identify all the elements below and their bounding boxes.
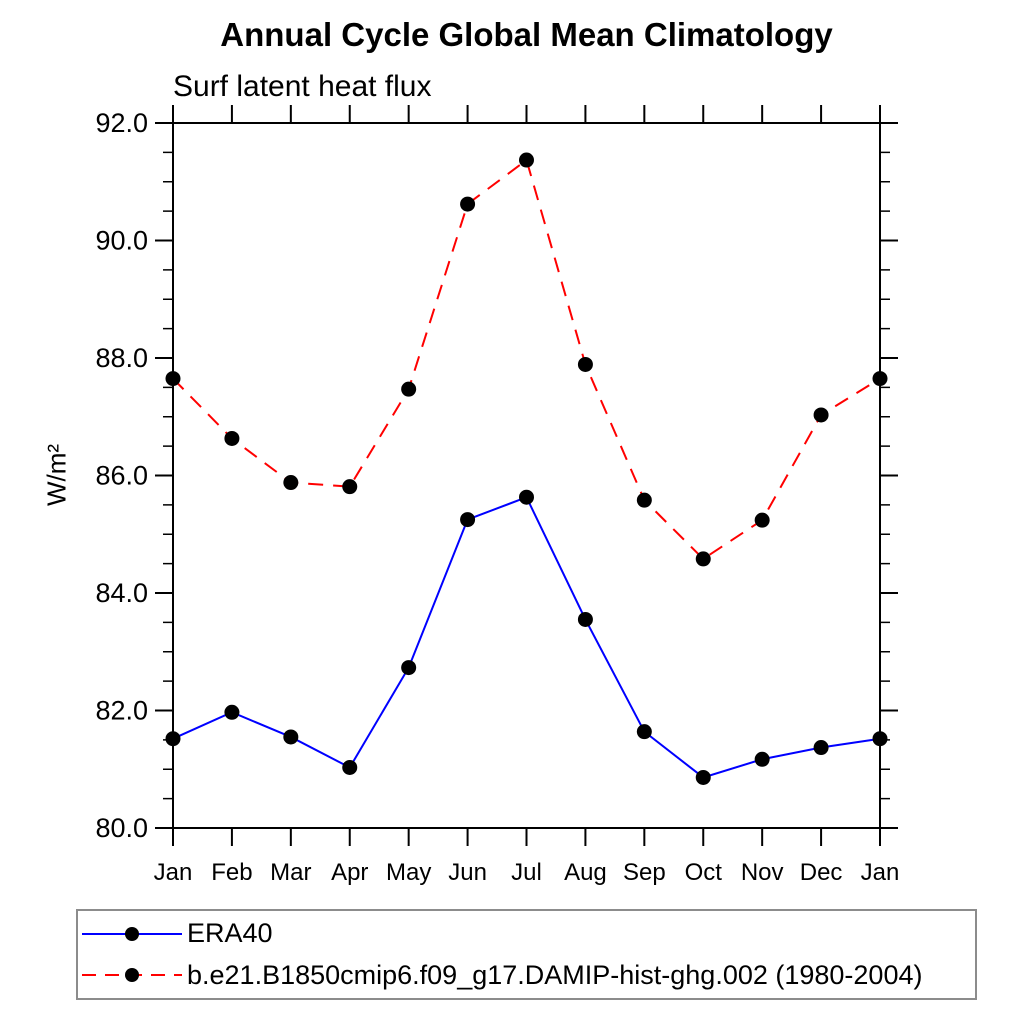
x-axis-label: Sep — [623, 859, 666, 886]
legend-marker-dot-icon — [125, 926, 139, 941]
legend-label-damip-hist-ghg: b.e21.B1850cmip6.f09_g17.DAMIP-hist-ghg.… — [187, 959, 923, 990]
data-point-marker — [224, 430, 240, 446]
data-point-marker — [401, 660, 417, 676]
x-axis-label: Jan — [154, 859, 193, 886]
legend-marker-dot-icon — [125, 968, 139, 983]
data-point-marker — [636, 492, 652, 508]
x-axis-label: Aug — [564, 859, 607, 886]
data-point-marker — [342, 479, 358, 495]
y-axis-label: 82.0 — [95, 696, 148, 726]
legend-line-sample-dashed — [82, 968, 182, 983]
data-point-marker — [165, 731, 181, 747]
x-axis-label: Jul — [511, 859, 542, 886]
legend-label-era40: ERA40 — [187, 918, 273, 949]
data-point-marker — [872, 371, 888, 387]
data-point-marker — [460, 196, 476, 212]
legend-item-damip-hist-ghg: b.e21.B1850cmip6.f09_g17.DAMIP-hist-ghg.… — [78, 955, 975, 995]
x-axis-label: Mar — [270, 859, 311, 886]
y-axis-label: 84.0 — [95, 578, 148, 608]
x-axis-label: Jan — [861, 859, 900, 886]
legend: ERA40 b.e21.B1850cmip6.f09_g17.DAMIP-his… — [76, 909, 977, 1000]
x-axis-label: Oct — [685, 859, 723, 886]
data-point-marker — [695, 769, 711, 785]
series-line-era40 — [172, 495, 881, 779]
data-point-marker — [636, 724, 652, 740]
data-point-marker — [754, 751, 770, 767]
y-axis-label: 90.0 — [95, 226, 148, 256]
data-point-marker — [224, 704, 240, 720]
data-point-marker — [813, 407, 829, 423]
x-axis-label: Dec — [800, 859, 843, 886]
x-axis-label: Feb — [211, 859, 252, 886]
x-axis-label: May — [386, 859, 431, 886]
data-point-marker — [519, 152, 534, 168]
data-point-marker — [872, 731, 888, 747]
data-point-marker — [401, 381, 417, 397]
x-axis-label: Nov — [741, 859, 784, 886]
plot-frame — [172, 122, 881, 829]
data-point-marker — [519, 489, 534, 505]
data-point-marker — [342, 759, 358, 775]
y-axis-label: 88.0 — [95, 343, 148, 373]
data-point-marker — [695, 551, 711, 567]
data-point-marker — [283, 475, 299, 491]
x-axis-label: Jun — [448, 859, 487, 886]
legend-item-era40: ERA40 — [78, 914, 975, 954]
x-axis-label: Apr — [331, 859, 368, 886]
data-point-marker — [813, 740, 829, 756]
legend-line-sample-solid — [82, 926, 182, 941]
chart-title: Annual Cycle Global Mean Climatology — [220, 16, 833, 53]
data-point-marker — [577, 611, 593, 627]
data-point-marker — [577, 356, 593, 372]
data-point-marker — [165, 371, 181, 387]
data-point-marker — [460, 512, 476, 528]
y-axis-label: 80.0 — [95, 813, 148, 843]
y-axis-label: 86.0 — [95, 461, 148, 491]
data-point-marker — [754, 512, 770, 528]
chart-subtitle: Surf latent heat flux — [173, 70, 432, 103]
data-point-marker — [283, 729, 299, 745]
y-axis-label: 92.0 — [95, 108, 148, 138]
